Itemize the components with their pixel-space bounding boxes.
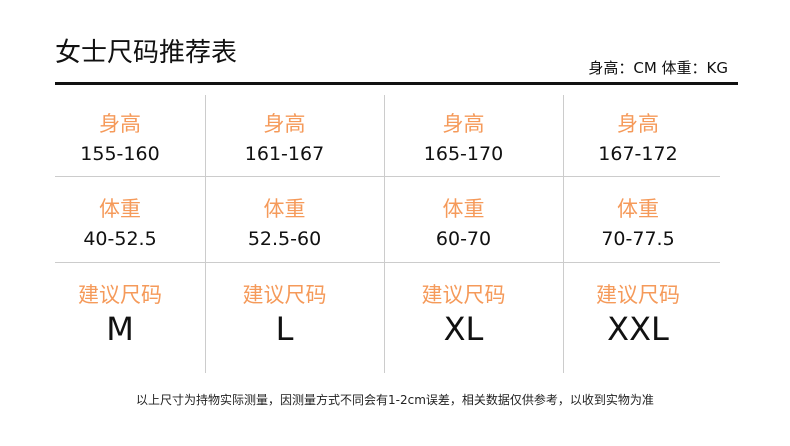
size-value: L	[275, 310, 294, 348]
range-value: 161-167	[244, 143, 325, 165]
column-divider	[563, 95, 564, 373]
table-cell: 建议尺码 XXL	[553, 282, 723, 348]
cell-label: 体重	[617, 197, 659, 221]
cell-label: 建议尺码	[421, 283, 506, 307]
cell-label: 体重	[99, 197, 141, 221]
cell-label: 体重	[263, 197, 306, 221]
row-divider	[55, 262, 720, 263]
table-cell: 建议尺码 XL	[374, 282, 553, 348]
range-value: 60-70	[435, 228, 492, 250]
range-value: 40-52.5	[83, 228, 157, 250]
size-value: XXL	[607, 310, 669, 348]
column-divider	[384, 95, 385, 373]
range-value: 167-172	[598, 143, 678, 165]
size-value: M	[106, 310, 134, 348]
cell-label: 建议尺码	[596, 283, 680, 307]
units-label: 身高：CM 体重：KG	[588, 59, 728, 77]
size-value: XL	[443, 310, 484, 348]
cell-label: 身高	[442, 112, 485, 136]
size-table: 身高 155-160 身高 161-167 身高 165-170 身高 167-172 体重 40…	[55, 95, 720, 373]
title-divider	[55, 82, 738, 85]
table-cell: 体重 70-77.5	[553, 196, 723, 252]
page-title: 女士尺码推荐表	[55, 38, 238, 68]
cell-label: 身高	[99, 112, 141, 136]
table-cell: 体重 52.5-60	[195, 196, 374, 252]
table-cell: 建议尺码 L	[195, 282, 374, 348]
table-cell: 身高 167-172	[553, 111, 723, 167]
table-cell: 建议尺码 M	[45, 282, 195, 348]
cell-label: 建议尺码	[242, 283, 327, 307]
table-cell: 身高 165-170	[374, 111, 553, 167]
table-cell: 体重 40-52.5	[45, 196, 195, 252]
cell-label: 身高	[263, 112, 306, 136]
range-value: 165-170	[423, 143, 504, 165]
disclaimer-note: 以上尺寸为持物实际测量，因测量方式不同会有1-2cm误差，相关数据仅供参考，以收…	[136, 393, 654, 407]
column-divider	[205, 95, 206, 373]
range-value: 155-160	[80, 143, 160, 165]
range-value: 52.5-60	[247, 228, 322, 250]
range-value: 70-77.5	[601, 228, 675, 250]
cell-label: 身高	[617, 112, 659, 136]
cell-label: 建议尺码	[78, 283, 162, 307]
row-divider	[55, 176, 720, 177]
table-cell: 身高 161-167	[195, 111, 374, 167]
table-cell: 身高 155-160	[45, 111, 195, 167]
cell-label: 体重	[442, 197, 485, 221]
table-cell: 体重 60-70	[374, 196, 553, 252]
